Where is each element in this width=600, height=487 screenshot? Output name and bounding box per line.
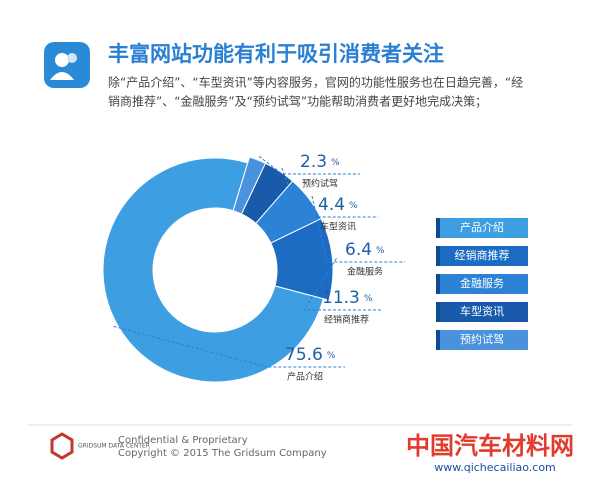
legend-swatch	[436, 246, 528, 266]
value-number: 2.3	[300, 152, 327, 172]
footer-logo: GRIDSUM DATA CENTER	[78, 443, 150, 450]
slice-label: 预约试驾	[302, 178, 338, 190]
footer-text: Confidential & Proprietary	[118, 435, 248, 446]
legend-swatch	[436, 302, 528, 322]
footer-text: Copyright © 2015 The Gridsum Company	[118, 448, 327, 459]
legend-accent	[436, 274, 440, 294]
leader-line	[113, 325, 345, 368]
watermark-url: www.qichecailiao.com	[434, 461, 556, 474]
subtitle: 除“产品介绍”、“车型资讯”等内容服务，官网的功能性服务也在日趋完善，“经	[108, 75, 523, 90]
value-unit: %	[331, 158, 340, 168]
legend-swatch	[436, 330, 528, 350]
legend-accent	[436, 246, 440, 266]
center-label: 消费者官网	[185, 254, 245, 269]
value-unit: %	[376, 246, 385, 256]
icon-figure	[55, 53, 69, 67]
value-unit: %	[327, 351, 336, 361]
center-label: 访问行为分布	[179, 273, 251, 287]
watermark: 中国汽车材料网	[406, 432, 574, 460]
value-number: 75.6	[285, 345, 323, 365]
legend-label: 预约试驾	[460, 333, 504, 346]
footer-logo-mark	[50, 432, 74, 460]
icon-figure	[50, 72, 74, 80]
slice-label: 车型资讯	[320, 221, 356, 233]
chart-title: 丰富网站功能有利于吸引消费者关注	[108, 42, 444, 66]
legend-accent	[436, 218, 440, 238]
legend-label: 经销商推荐	[455, 248, 510, 262]
value-label: 6.4%	[345, 240, 385, 260]
slice-label: 经销商推荐	[324, 314, 369, 326]
value-label: 11.3%	[322, 288, 373, 308]
value-label: 2.3%	[300, 152, 340, 172]
slice-label: 产品介绍	[287, 371, 323, 383]
legend-label: 产品介绍	[460, 220, 504, 234]
legend-label: 金融服务	[460, 276, 504, 290]
value-number: 6.4	[345, 240, 372, 260]
subtitle: 销商推荐”、“金融服务”及“预约试驾”功能帮助消费者更好地完成决策；	[108, 94, 487, 109]
leader-line	[303, 258, 382, 311]
plot: 75.6 % 产品介绍 11.3 % 经销商推荐 6.4 % 金融服务 4.4 % 车型资讯 2.3 % 预…	[102, 152, 405, 383]
legend-swatch	[436, 274, 528, 294]
leader-line	[281, 167, 378, 218]
legend-label: 车型资讯	[460, 304, 504, 318]
legend-accent	[436, 330, 440, 350]
value-unit: %	[349, 201, 358, 211]
donut-slice	[232, 156, 267, 215]
legend-swatch	[436, 218, 528, 238]
value-label: 4.4%	[318, 195, 358, 215]
leader-line	[258, 155, 360, 175]
value-number: 4.4	[318, 195, 345, 215]
slice-label: 金融服务	[347, 266, 383, 278]
value-unit: %	[364, 294, 373, 304]
legend-accent	[436, 302, 440, 322]
value-number: 11.3	[322, 288, 360, 308]
title-icon	[44, 42, 90, 88]
leader-line	[311, 195, 405, 263]
icon-figure	[67, 53, 77, 63]
donut-slice	[102, 157, 324, 383]
value-label: 75.6%	[285, 345, 336, 365]
